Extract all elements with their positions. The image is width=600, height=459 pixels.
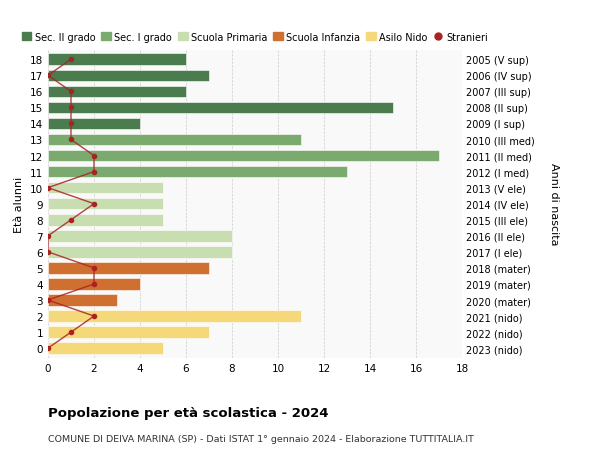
Bar (48, 151, 439, 162)
Point (89, 152, 99, 160)
Bar (48, 183, 163, 194)
Point (89, 265, 99, 272)
Bar (48, 134, 301, 146)
Bar (48, 295, 117, 306)
Bar (48, 54, 186, 66)
Point (66, 329, 76, 336)
Bar (48, 102, 393, 114)
Bar (48, 70, 209, 82)
Point (89, 313, 99, 320)
Bar (48, 311, 301, 322)
Bar (48, 230, 232, 242)
Bar (48, 279, 140, 290)
Point (43, 233, 53, 240)
Point (89, 201, 99, 208)
Y-axis label: Anni di nascita: Anni di nascita (549, 163, 559, 246)
Bar (48, 263, 209, 274)
Text: Popolazione per età scolastica - 2024: Popolazione per età scolastica - 2024 (48, 406, 329, 419)
Bar (48, 167, 347, 178)
Bar (48, 342, 163, 354)
Point (66, 136, 76, 144)
Point (66, 217, 76, 224)
Bar (48, 86, 186, 98)
Text: COMUNE DI DEIVA MARINA (SP) - Dati ISTAT 1° gennaio 2024 - Elaborazione TUTTITAL: COMUNE DI DEIVA MARINA (SP) - Dati ISTAT… (48, 434, 474, 443)
Legend: Sec. II grado, Sec. I grado, Scuola Primaria, Scuola Infanzia, Asilo Nido, Stran: Sec. II grado, Sec. I grado, Scuola Prim… (22, 33, 488, 43)
Point (89, 280, 99, 288)
Point (43, 249, 53, 256)
Point (43, 185, 53, 192)
Point (66, 89, 76, 96)
Point (43, 345, 53, 352)
Point (66, 56, 76, 64)
Y-axis label: Età alunni: Età alunni (14, 176, 25, 232)
Bar (48, 198, 163, 210)
Point (66, 121, 76, 128)
Point (43, 297, 53, 304)
Bar (48, 327, 209, 338)
Bar (48, 118, 140, 130)
Point (66, 105, 76, 112)
Bar (48, 214, 163, 226)
Point (43, 73, 53, 80)
Point (89, 168, 99, 176)
Bar (48, 246, 232, 258)
